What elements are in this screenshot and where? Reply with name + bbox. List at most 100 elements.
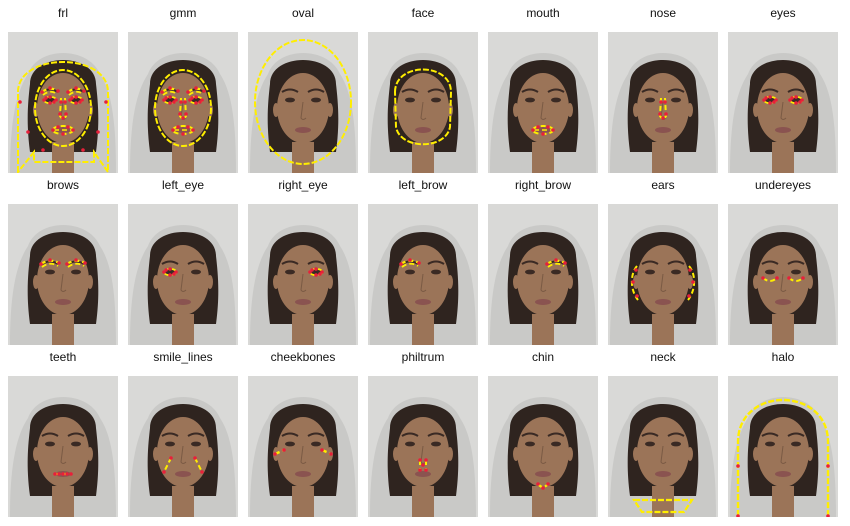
eye-left xyxy=(405,269,415,275)
brows-overlay xyxy=(39,258,87,268)
eye-left xyxy=(165,441,175,447)
gmm-overlay xyxy=(154,69,212,147)
nose xyxy=(660,273,667,292)
landmark-dot xyxy=(663,100,667,104)
face-image xyxy=(368,204,478,345)
panel-frl: frl xyxy=(6,2,120,173)
landmark-dot xyxy=(181,116,185,120)
eye-left xyxy=(405,97,415,103)
landmark-dot xyxy=(178,112,182,116)
eye-right xyxy=(311,441,321,447)
lips xyxy=(655,471,671,477)
panel-smile_lines: smile_lines xyxy=(126,346,240,517)
panel-cheekbones: cheekbones xyxy=(246,346,360,517)
landmark-dot xyxy=(71,128,75,132)
landmark-dot xyxy=(74,95,78,99)
eyes-overlay xyxy=(762,95,804,105)
landmark-dot xyxy=(57,261,61,265)
landmark-dot xyxy=(52,100,56,104)
left_brow-overlay xyxy=(399,258,421,268)
landmark-dot xyxy=(44,96,48,100)
panel-oval: oval xyxy=(246,2,360,173)
landmark-dot xyxy=(194,95,198,99)
landmark-dot xyxy=(61,132,65,136)
lips xyxy=(775,299,791,305)
panel-face: face xyxy=(366,2,480,173)
eye-right xyxy=(191,269,201,275)
face-image xyxy=(608,204,718,345)
eye-left xyxy=(405,441,415,447)
ear-left xyxy=(33,275,39,289)
face-image xyxy=(128,204,238,345)
teeth-overlay xyxy=(53,472,73,476)
landmark-dot xyxy=(536,482,540,486)
landmark-dot xyxy=(687,294,691,298)
nose xyxy=(300,273,307,292)
eyebrow-right xyxy=(307,432,325,437)
panel-title: eyes xyxy=(770,6,796,20)
landmark-dot xyxy=(65,262,69,266)
landmark-dot xyxy=(775,276,779,280)
landmark-dot xyxy=(168,95,172,99)
eye-right xyxy=(431,269,441,275)
landmark-dot xyxy=(531,128,535,132)
landmark-dot xyxy=(273,452,277,456)
neck xyxy=(292,314,314,345)
lips xyxy=(535,299,551,305)
ear-left xyxy=(633,447,639,461)
eyebrow-left xyxy=(761,88,779,93)
neck xyxy=(652,314,674,345)
panel-mouth: mouth xyxy=(486,2,600,173)
ear-left xyxy=(753,447,759,461)
eyebrow-right xyxy=(427,432,445,437)
landmark-dot xyxy=(58,112,62,116)
panel-title: smile_lines xyxy=(153,350,213,364)
ear-right xyxy=(87,447,93,461)
ear-left xyxy=(273,103,279,117)
panel-title: brows xyxy=(46,178,79,192)
eyebrow-right xyxy=(787,260,805,265)
landmark-dot xyxy=(48,95,52,99)
cheekbones-overlay xyxy=(273,448,333,456)
landmark-dot xyxy=(96,130,100,134)
nose xyxy=(780,101,787,120)
eyebrow-right xyxy=(787,88,805,93)
panel-brows: brows xyxy=(6,174,120,345)
panel-right_eye: right_eye xyxy=(246,174,360,345)
lips xyxy=(415,471,431,477)
landmark-dot xyxy=(184,112,188,116)
landmark-dot xyxy=(794,101,798,105)
landmark-dot xyxy=(183,100,187,104)
panel-title: cheekbones xyxy=(270,350,336,364)
landmark-dot xyxy=(551,128,555,132)
eye-right xyxy=(71,441,81,447)
eye-left xyxy=(645,441,655,447)
eyebrow-right xyxy=(667,260,685,265)
eyebrow-right xyxy=(667,88,685,93)
landmark-dot xyxy=(634,268,638,272)
ear-right xyxy=(687,275,693,289)
neck xyxy=(292,486,314,517)
eye-left xyxy=(45,269,55,275)
landmark-dot xyxy=(190,96,194,100)
face-image xyxy=(248,204,358,345)
landmark-dot xyxy=(53,472,57,476)
landmark-dot xyxy=(191,128,195,132)
landmark-dot xyxy=(168,267,172,271)
smile_lines-overlay xyxy=(162,456,204,474)
landmark-dot xyxy=(664,112,668,116)
face-image xyxy=(488,32,598,173)
panel-title: chin xyxy=(531,350,554,364)
ear-right xyxy=(807,103,813,117)
landmark-dot xyxy=(193,456,197,460)
ear-right xyxy=(207,275,213,289)
landmark-dot xyxy=(541,132,545,136)
eyebrow-left xyxy=(641,432,659,437)
landmark-dot xyxy=(541,486,545,490)
landmark-dot xyxy=(61,472,65,476)
neck xyxy=(652,486,674,517)
landmark-dot xyxy=(826,464,830,468)
landmark-dot xyxy=(172,100,176,104)
panel-title: ears xyxy=(651,178,675,192)
lips xyxy=(655,299,671,305)
